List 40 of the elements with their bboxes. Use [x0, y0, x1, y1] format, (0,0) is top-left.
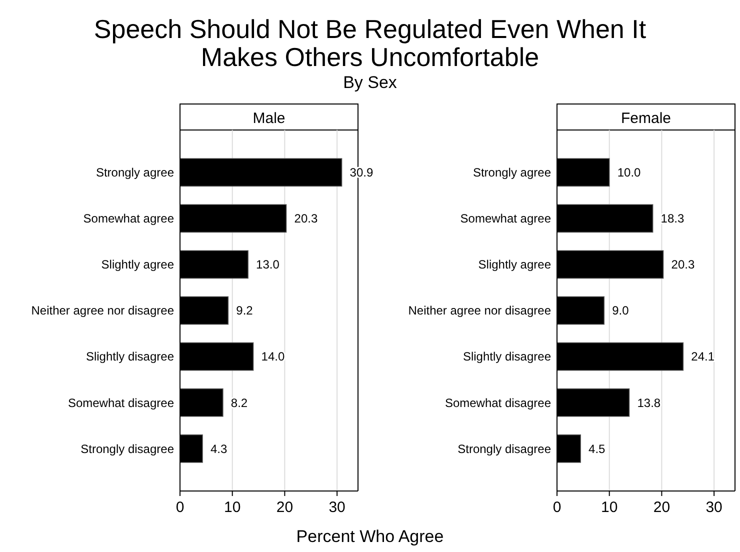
y-tick-label: Somewhat agree — [460, 212, 552, 226]
data-label: 14.0 — [261, 350, 285, 364]
x-tick-label: 10 — [601, 499, 618, 516]
y-tick-label: Strongly agree — [96, 166, 174, 180]
y-tick-label: Strongly agree — [472, 166, 552, 180]
chart-title: Female — [620, 110, 672, 127]
y-tick-label: Slightly agree — [101, 258, 174, 272]
text: Percent Who Agree — [296, 527, 444, 546]
y-tick-label: Strongly disagree — [80, 442, 174, 456]
data-label: 10.0 — [617, 166, 642, 180]
data-label: 18.3 — [660, 212, 684, 226]
chart-title: Male — [252, 110, 286, 127]
y-tick-label: Neither agree nor disagree — [31, 304, 174, 318]
data-label: 24.1 — [691, 350, 715, 364]
y-tick-label: Neither agree nor disagree — [408, 304, 552, 318]
y-tick-label: Slightly agree — [478, 258, 552, 272]
data-label: 8.2 — [230, 396, 248, 410]
y-tick-label: Somewhat disagree — [68, 396, 174, 410]
x-tick-label: 0 — [176, 499, 184, 516]
y-tick-label: Slightly disagree — [86, 350, 174, 364]
y-tick-label: Somewhat disagree — [444, 396, 552, 410]
data-label: 13.8 — [637, 396, 661, 410]
data-label: 20.3 — [294, 212, 318, 226]
x-tick-label: 30 — [706, 499, 722, 516]
data-label: 9.2 — [236, 304, 254, 318]
x-tick-label: 20 — [653, 499, 670, 516]
text: By Sex — [343, 73, 398, 92]
y-tick-label: Slightly disagree — [462, 350, 552, 364]
text: Speech Should Not Be Regulated Even When It Makes Others Uncomfortable — [94, 14, 647, 72]
data-label: 20.3 — [671, 258, 695, 272]
data-label: 4.3 — [210, 442, 228, 456]
x-tick-label: 30 — [328, 499, 346, 516]
data-label: 13.0 — [256, 258, 280, 272]
data-label: 9.0 — [612, 304, 630, 318]
y-tick-label: Somewhat agree — [83, 212, 174, 226]
x-tick-label: 10 — [224, 499, 241, 516]
x-tick-label: 0 — [552, 499, 562, 516]
y-tick-label: Strongly disagree — [458, 442, 552, 456]
data-label: 4.5 — [588, 442, 606, 456]
x-tick-label: 20 — [276, 499, 294, 516]
